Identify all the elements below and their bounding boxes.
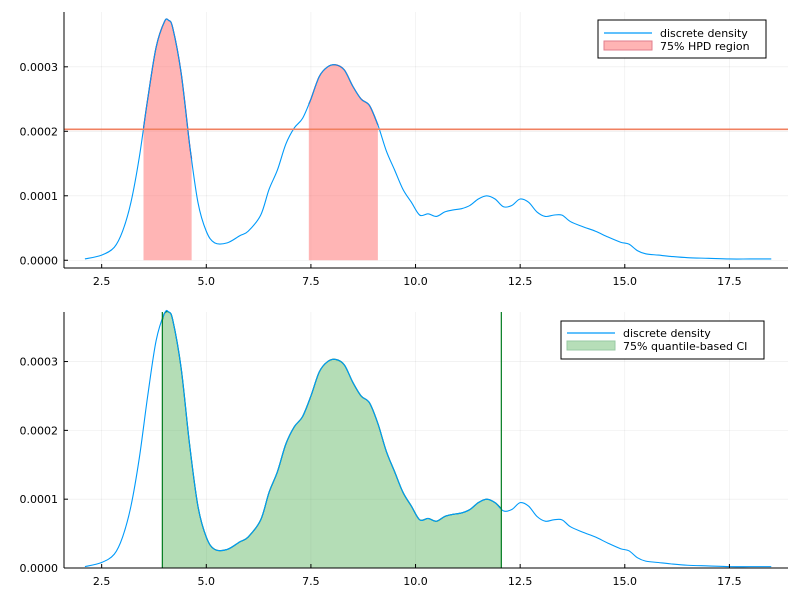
- top-legend-label-density: discrete density: [660, 27, 748, 40]
- top-legend: discrete density 75% HPD region: [597, 19, 767, 59]
- top-x-tick-label: 10.0: [403, 275, 428, 288]
- bottom-density-line: [84, 309, 772, 568]
- bottom-legend-label-density: discrete density: [623, 327, 711, 340]
- top-density-line: [84, 18, 772, 260]
- bottom-x-tick-label: 2.5: [93, 575, 111, 588]
- top-x-tick-label: 5.0: [198, 275, 216, 288]
- bottom-lines: [84, 309, 772, 568]
- top-y-tick-label: 0.0001: [20, 190, 59, 203]
- top-legend-box: [597, 19, 767, 59]
- bottom-axes: [63, 312, 788, 569]
- top-legend-fill-swatch: [603, 40, 653, 51]
- top-shaded-region-0: [143, 18, 192, 261]
- top-shaded-regions: [143, 18, 378, 261]
- bottom-x-tick-label: 5.0: [198, 575, 216, 588]
- bottom-shaded-regions: [162, 311, 502, 568]
- top-ticks: 2.5 5.0 7.5 10.0 12.5 15.0 17.5 0.0000 0.0001 0.0…: [20, 61, 742, 288]
- top-x-tick-label: 7.5: [302, 275, 320, 288]
- bottom-x-tick-label: 17.5: [717, 575, 742, 588]
- top-legend-label-hpd: 75% HPD region: [660, 40, 750, 53]
- bottom-x-tick-label: 15.0: [613, 575, 638, 588]
- top-x-tick-label: 2.5: [93, 275, 111, 288]
- bottom-legend-label-ci: 75% quantile-based CI: [623, 340, 747, 353]
- bottom-y-tick-label: 0.0000: [20, 562, 59, 575]
- bottom-legend-fill-swatch: [566, 340, 616, 351]
- top-shaded-region-1: [308, 64, 378, 261]
- bottom-x-tick-label: 7.5: [302, 575, 320, 588]
- bottom-ticks: 2.5 5.0 7.5 10.0 12.5 15.0 17.5 0.0000 0.0001 0.0…: [20, 356, 742, 588]
- top-y-tick-label: 0.0003: [20, 61, 59, 74]
- top-plot: 2.5 5.0 7.5 10.0 12.5 15.0 17.5 0.0000 0.0001 0.0…: [20, 12, 788, 288]
- bottom-x-tick-label: 10.0: [403, 575, 428, 588]
- bottom-y-tick-label: 0.0001: [20, 493, 59, 506]
- top-x-tick-label: 12.5: [508, 275, 533, 288]
- top-axes: [63, 12, 788, 269]
- top-y-tick-label: 0.0000: [20, 254, 59, 267]
- top-x-tick-label: 17.5: [717, 275, 742, 288]
- top-lines: [64, 18, 788, 260]
- bottom-legend: discrete density 75% quantile-based CI: [560, 320, 765, 360]
- bottom-shaded-region-0: [162, 311, 502, 568]
- bottom-legend-box: [560, 320, 765, 360]
- bottom-y-tick-label: 0.0003: [20, 356, 59, 369]
- bottom-x-tick-label: 12.5: [508, 575, 533, 588]
- top-x-tick-label: 15.0: [613, 275, 638, 288]
- top-y-tick-label: 0.0002: [20, 125, 59, 138]
- bottom-plot: 2.5 5.0 7.5 10.0 12.5 15.0 17.5 0.0000 0.0001 0.0…: [20, 309, 788, 588]
- bottom-y-tick-label: 0.0002: [20, 424, 59, 437]
